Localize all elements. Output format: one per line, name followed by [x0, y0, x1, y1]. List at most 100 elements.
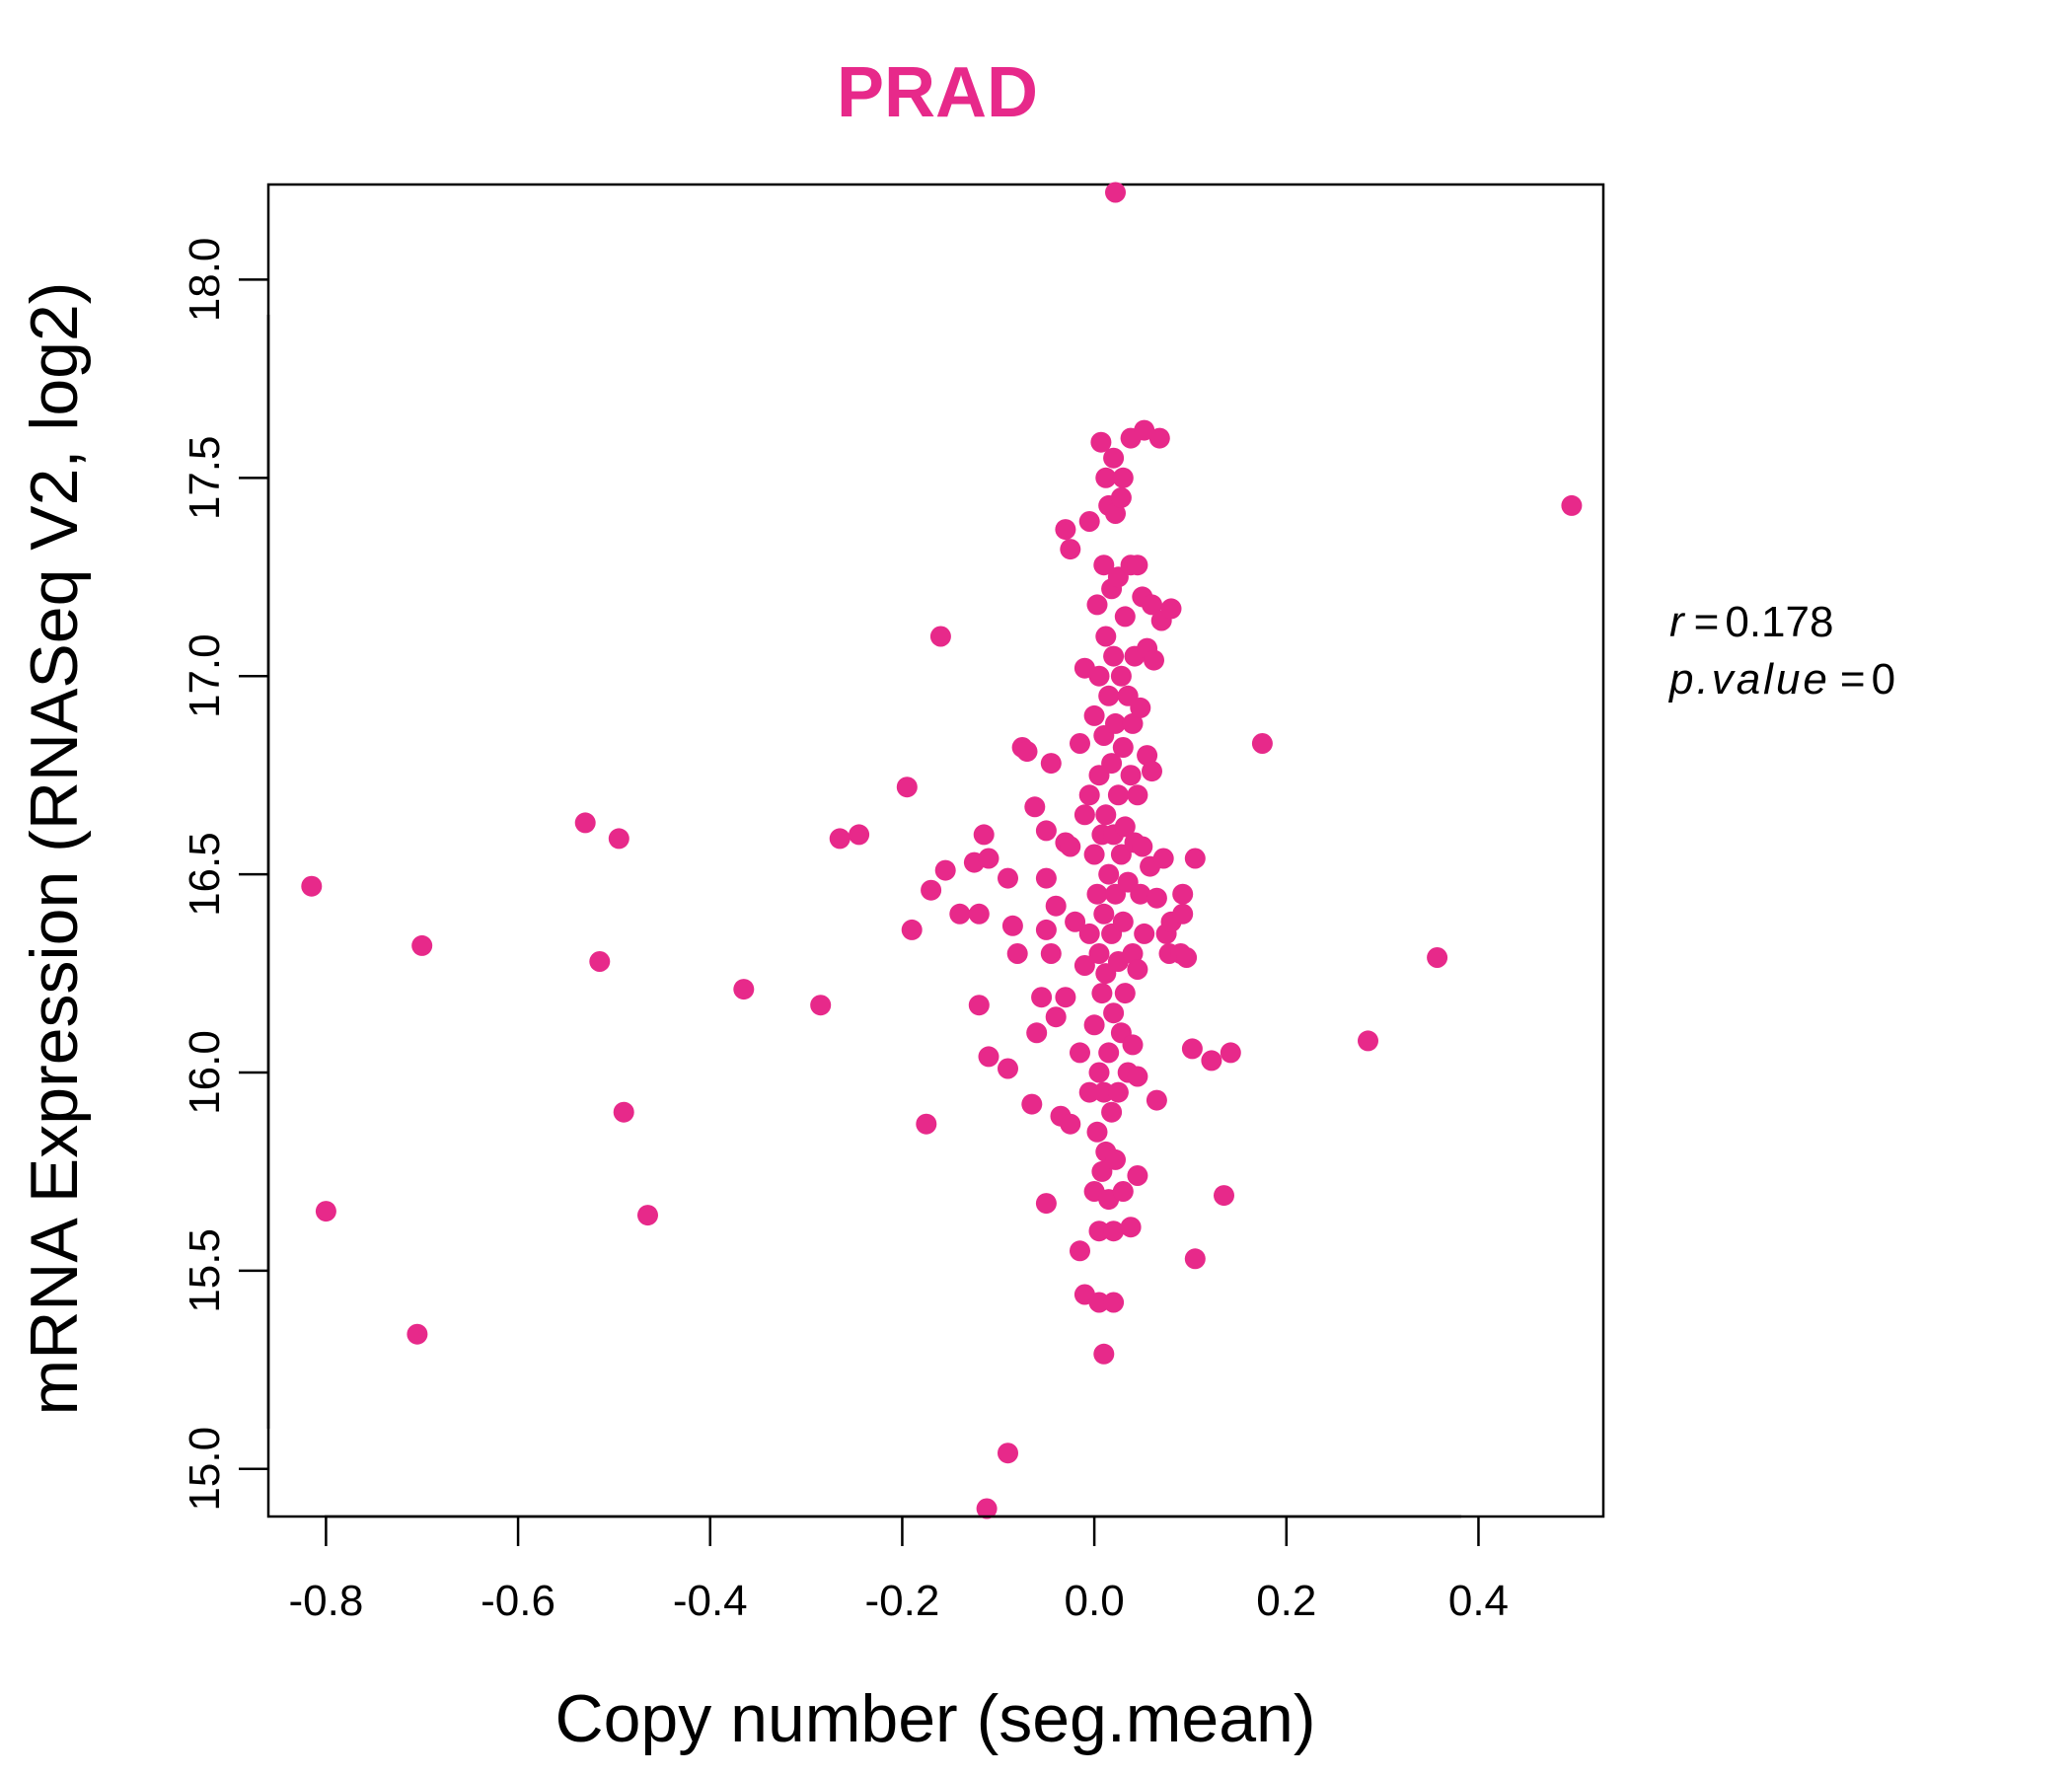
data-point: [1040, 753, 1062, 775]
y-tick-label: 17.5: [181, 436, 229, 521]
data-point: [1114, 983, 1136, 1004]
data-point: [589, 951, 611, 972]
data-point: [574, 812, 596, 834]
data-point: [1184, 848, 1206, 869]
data-point: [1095, 626, 1117, 647]
data-point: [1181, 1038, 1203, 1060]
data-point: [934, 859, 956, 881]
data-point: [1110, 665, 1132, 687]
x-tick-label: 0.4: [1448, 1577, 1509, 1625]
data-point: [976, 1498, 998, 1519]
data-point: [1130, 697, 1151, 718]
data-point: [1101, 1101, 1123, 1123]
data-point: [1055, 519, 1076, 541]
data-point: [1114, 816, 1136, 838]
data-point: [1016, 741, 1038, 763]
data-point: [1137, 745, 1158, 767]
data-point: [411, 934, 433, 956]
data-point: [1090, 431, 1112, 453]
x-tick-label: -0.8: [288, 1577, 363, 1625]
data-point: [1055, 987, 1076, 1008]
data-point: [1103, 1292, 1125, 1313]
data-point: [849, 824, 870, 846]
data-point: [1358, 1030, 1378, 1052]
data-point: [1078, 784, 1100, 806]
data-point: [1134, 419, 1155, 441]
data-point: [1021, 1093, 1043, 1115]
data-point: [1184, 1248, 1206, 1270]
data-point: [1127, 1066, 1148, 1087]
data-point: [1088, 1062, 1110, 1083]
y-axis-label: mRNA Expression (RNASeq V2, log2): [17, 282, 92, 1416]
data-point: [1035, 1193, 1057, 1215]
data-points: [301, 182, 1583, 1519]
y-tick-label: 16.5: [181, 832, 229, 917]
data-point: [1098, 863, 1120, 885]
data-point: [1088, 1221, 1110, 1242]
data-point: [1070, 733, 1090, 754]
data-point: [1146, 1089, 1167, 1111]
data-point: [1130, 883, 1151, 905]
data-point: [1122, 943, 1144, 964]
data-point: [1122, 1034, 1144, 1056]
y-ticks: 15.0 15.5 16.0 16.5 17.0 17.5 18.0: [181, 238, 268, 1512]
data-point: [1060, 836, 1081, 857]
data-point: [637, 1205, 658, 1226]
data-point: [1070, 1042, 1090, 1064]
data-point: [1035, 919, 1057, 940]
data-point: [1105, 1148, 1126, 1170]
data-point: [1172, 883, 1194, 905]
data-point: [1088, 1292, 1110, 1313]
data-point: [1110, 486, 1132, 508]
r-equals: =: [1694, 598, 1720, 646]
y-tick-label: 15.0: [181, 1427, 229, 1512]
x-tick-label: -0.4: [673, 1577, 748, 1625]
data-point: [1098, 1042, 1120, 1064]
data-point: [1160, 598, 1182, 620]
data-point: [1105, 182, 1126, 203]
data-point: [1110, 844, 1132, 865]
data-point: [1201, 1050, 1222, 1072]
plot-frame: [266, 183, 1605, 1518]
data-point: [1127, 784, 1148, 806]
data-point: [1006, 943, 1028, 964]
data-point: [978, 1046, 999, 1068]
data-point: [1103, 1002, 1125, 1024]
chart-title: PRAD: [837, 53, 1038, 132]
data-point: [1001, 915, 1023, 936]
data-point: [1091, 983, 1113, 1004]
data-point: [1107, 1081, 1129, 1103]
data-point: [901, 919, 923, 940]
data-point: [613, 1101, 634, 1123]
data-point: [1086, 883, 1108, 905]
data-point: [1078, 511, 1100, 532]
data-point: [1078, 923, 1100, 944]
y-tick-label: 16.0: [181, 1030, 229, 1115]
data-point: [1070, 1240, 1090, 1262]
correlation-stats: r = 0.178 p.value = 0: [1667, 598, 1895, 703]
data-point: [896, 777, 918, 798]
data-point: [1060, 1113, 1081, 1135]
x-axis-label: Copy number (seg.mean): [555, 1681, 1315, 1756]
data-point: [1127, 959, 1148, 980]
data-point: [1078, 1081, 1100, 1103]
y-tick-label: 18.0: [181, 238, 229, 323]
data-point: [1112, 737, 1134, 758]
data-point: [1112, 911, 1134, 932]
p-stat: p.value = 0: [1667, 655, 1895, 703]
data-point: [973, 824, 995, 846]
data-point: [1146, 887, 1167, 909]
data-point: [1120, 765, 1142, 786]
p-equals: =: [1840, 655, 1866, 703]
data-point: [1086, 1121, 1108, 1143]
data-point: [1105, 712, 1126, 734]
data-point: [1148, 427, 1170, 449]
data-point: [1103, 645, 1125, 667]
data-point: [1561, 494, 1583, 516]
r-value: 0.178: [1725, 598, 1833, 646]
data-point: [1083, 844, 1105, 865]
r-symbol: r: [1669, 598, 1686, 646]
data-point: [1127, 1165, 1148, 1186]
data-point: [1427, 947, 1448, 968]
